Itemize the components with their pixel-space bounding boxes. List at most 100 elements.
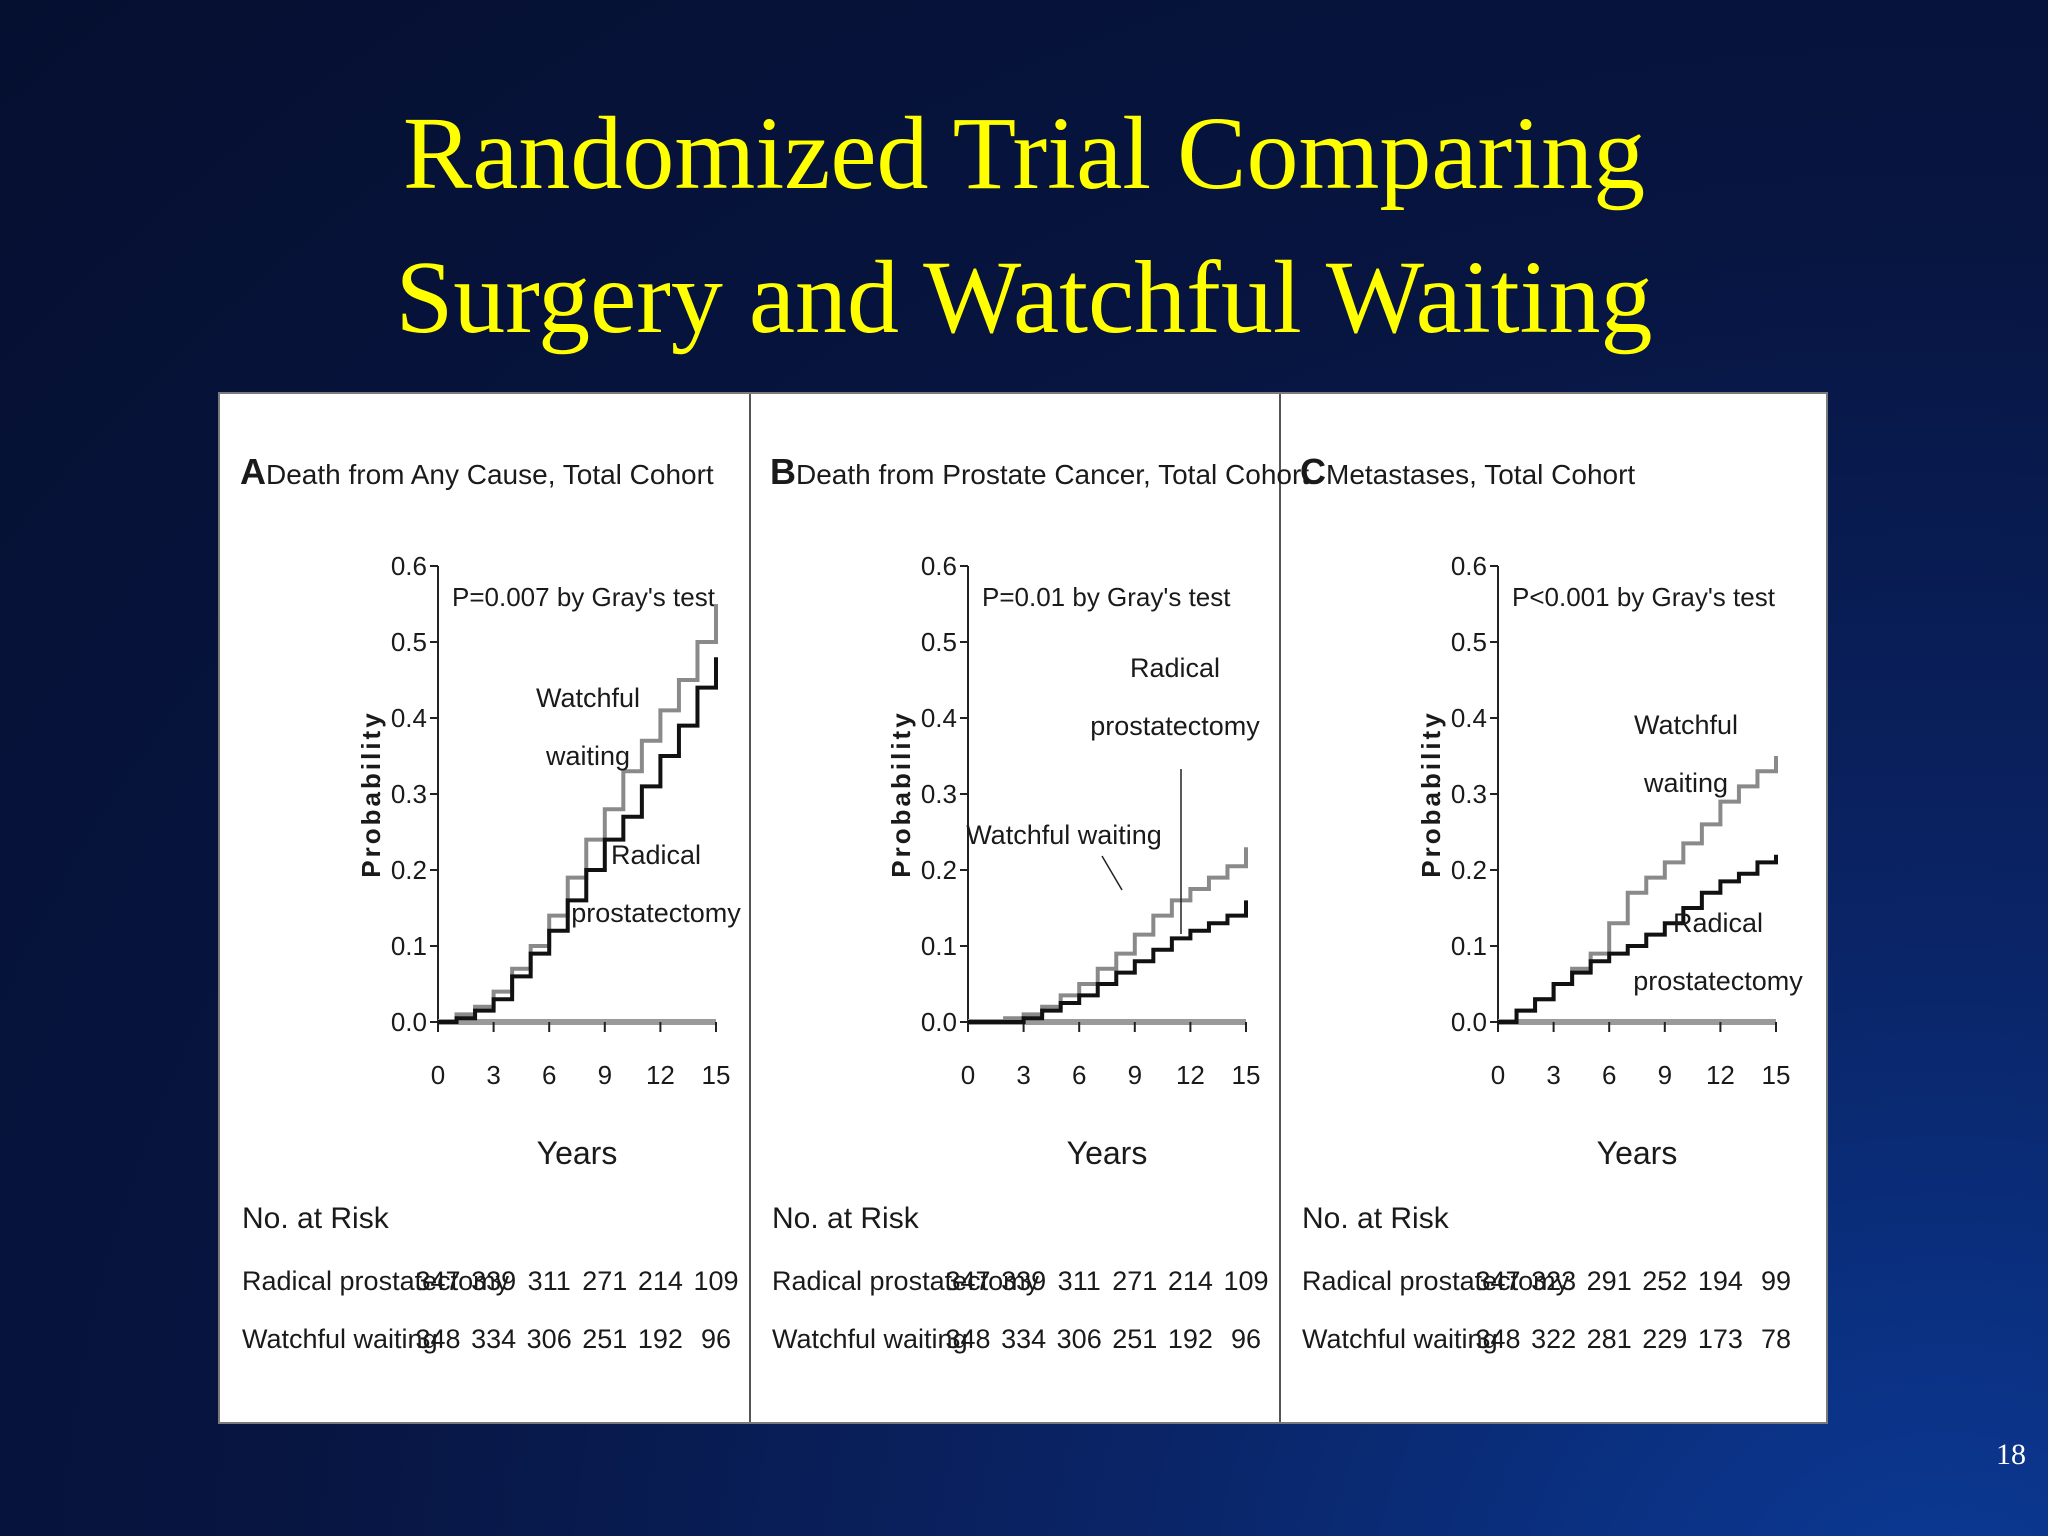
x-tick-label: 12 bbox=[646, 1060, 675, 1090]
p-value-annotation: P=0.01 by Gray's test bbox=[982, 582, 1231, 612]
series-line-radical-prostatectomy bbox=[968, 900, 1248, 1024]
risk-table-value: 109 bbox=[693, 1266, 738, 1296]
series-line-watchful-waiting bbox=[438, 604, 718, 1024]
series-label-watchful-waiting: Watchful bbox=[536, 683, 640, 713]
series-label-radical-prostatectomy: Radical bbox=[1130, 653, 1220, 683]
y-axis-label: Probability bbox=[356, 710, 386, 877]
risk-table-value: 251 bbox=[1112, 1324, 1157, 1354]
y-tick-label: 0.1 bbox=[391, 931, 427, 961]
risk-table-value: 192 bbox=[638, 1324, 683, 1354]
x-tick-label: 3 bbox=[486, 1060, 500, 1090]
risk-table-value: 271 bbox=[1112, 1266, 1157, 1296]
risk-table-header: No. at Risk bbox=[1302, 1202, 1450, 1235]
p-value-annotation: P=0.007 by Gray's test bbox=[452, 582, 716, 612]
panel-letter: C bbox=[1300, 451, 1326, 492]
panel-title: Death from Prostate Cancer, Total Cohort bbox=[796, 459, 1309, 490]
series-label-watchful-waiting: Watchful bbox=[1634, 710, 1738, 740]
x-tick-label: 0 bbox=[431, 1060, 445, 1090]
y-tick-label: 0.0 bbox=[391, 1007, 427, 1037]
risk-table-value: 339 bbox=[1001, 1266, 1046, 1296]
x-tick-label: 3 bbox=[1016, 1060, 1030, 1090]
risk-table-row-label: Watchful waiting bbox=[1302, 1324, 1498, 1354]
y-tick-label: 0.5 bbox=[921, 627, 957, 657]
x-tick-label: 15 bbox=[702, 1060, 731, 1090]
series-line-watchful-waiting bbox=[968, 847, 1248, 1024]
risk-table-value: 281 bbox=[1587, 1324, 1632, 1354]
risk-table-row-label: Radical prostatectomy bbox=[1302, 1266, 1570, 1296]
series-label-radical-prostatectomy: prostatectomy bbox=[1633, 966, 1803, 996]
x-tick-label: 12 bbox=[1176, 1060, 1205, 1090]
risk-table-value: 322 bbox=[1531, 1324, 1576, 1354]
risk-table-value: 348 bbox=[945, 1324, 990, 1354]
x-tick-label: 9 bbox=[598, 1060, 612, 1090]
x-tick-label: 15 bbox=[1762, 1060, 1791, 1090]
y-tick-label: 0.1 bbox=[921, 931, 957, 961]
x-tick-label: 0 bbox=[961, 1060, 975, 1090]
risk-table-value: 251 bbox=[582, 1324, 627, 1354]
y-tick-label: 0.6 bbox=[1451, 551, 1487, 581]
y-tick-label: 0.5 bbox=[1451, 627, 1487, 657]
y-tick-label: 0.4 bbox=[1451, 703, 1487, 733]
panel-letter: B bbox=[770, 451, 796, 492]
panel-letter: A bbox=[240, 451, 266, 492]
risk-table-value: 214 bbox=[1168, 1266, 1213, 1296]
risk-table-row-label: Radical prostatectomy bbox=[242, 1266, 510, 1296]
y-tick-label: 0.1 bbox=[1451, 931, 1487, 961]
x-tick-label: 6 bbox=[1602, 1060, 1616, 1090]
risk-table-value: 78 bbox=[1761, 1324, 1791, 1354]
figure-panel: A Death from Any Cause, Total Cohort 0.0 0.… bbox=[218, 392, 1828, 1424]
risk-table-value: 348 bbox=[415, 1324, 460, 1354]
series-line-radical-prostatectomy bbox=[438, 657, 718, 1024]
chart-panel-c: C Metastases, Total Cohort 0.0 0.1 0.2 0.3 0.4… bbox=[1300, 451, 1803, 1354]
x-tick-label: 6 bbox=[542, 1060, 556, 1090]
risk-table-value: 334 bbox=[471, 1324, 516, 1354]
risk-table-value: 192 bbox=[1168, 1324, 1213, 1354]
risk-table-value: 339 bbox=[471, 1266, 516, 1296]
figure-svg: A Death from Any Cause, Total Cohort 0.0 0.… bbox=[240, 394, 1803, 1422]
series-label-radical-prostatectomy: prostatectomy bbox=[1090, 711, 1260, 741]
series-label-watchful-waiting: waiting bbox=[545, 741, 630, 771]
y-tick-label: 0.3 bbox=[1451, 779, 1487, 809]
risk-table-row-label: Watchful waiting bbox=[242, 1324, 438, 1354]
y-tick-label: 0.2 bbox=[391, 855, 427, 885]
risk-table-value: 271 bbox=[582, 1266, 627, 1296]
risk-table-value: 252 bbox=[1642, 1266, 1687, 1296]
chart-panel-a: A Death from Any Cause, Total Cohort 0.0 0.… bbox=[240, 451, 741, 1354]
risk-table-value: 109 bbox=[1223, 1266, 1268, 1296]
x-tick-label: 9 bbox=[1128, 1060, 1142, 1090]
risk-table-row-label: Radical prostatectomy bbox=[772, 1266, 1040, 1296]
y-tick-label: 0.4 bbox=[921, 703, 957, 733]
y-tick-label: 0.6 bbox=[391, 551, 427, 581]
panel-title: Metastases, Total Cohort bbox=[1326, 459, 1635, 490]
y-tick-label: 0.0 bbox=[921, 1007, 957, 1037]
slide-title-line-2: Surgery and Watchful Waiting bbox=[395, 240, 1653, 355]
series-label-radical-prostatectomy: Radical bbox=[1673, 908, 1763, 938]
risk-table-value: 214 bbox=[638, 1266, 683, 1296]
risk-table-value: 311 bbox=[1058, 1266, 1101, 1296]
risk-table-value: 348 bbox=[1475, 1324, 1520, 1354]
risk-table-value: 291 bbox=[1587, 1266, 1632, 1296]
series-label-watchful-waiting: waiting bbox=[1643, 768, 1728, 798]
panel-title: Death from Any Cause, Total Cohort bbox=[266, 459, 714, 490]
x-tick-label: 3 bbox=[1546, 1060, 1560, 1090]
risk-table-value: 173 bbox=[1698, 1324, 1743, 1354]
page-number: 18 bbox=[1996, 1438, 2026, 1471]
risk-table-value: 306 bbox=[1057, 1324, 1102, 1354]
y-tick-label: 0.4 bbox=[391, 703, 427, 733]
series-line-radical-prostatectomy bbox=[1498, 854, 1778, 1024]
risk-table-header: No. at Risk bbox=[242, 1202, 390, 1235]
chart-panel-b: B Death from Prostate Cancer, Total Cohor… bbox=[770, 451, 1309, 1354]
risk-table-value: 347 bbox=[1475, 1266, 1520, 1296]
risk-table-value: 311 bbox=[528, 1266, 571, 1296]
slide-title: Randomized Trial Comparing Surgery and W… bbox=[0, 82, 2048, 370]
risk-table-value: 96 bbox=[701, 1324, 731, 1354]
risk-table-value: 194 bbox=[1698, 1266, 1743, 1296]
y-tick-label: 0.0 bbox=[1451, 1007, 1487, 1037]
x-tick-label: 9 bbox=[1658, 1060, 1672, 1090]
risk-table-value: 99 bbox=[1761, 1266, 1791, 1296]
y-tick-label: 0.3 bbox=[391, 779, 427, 809]
risk-table-header: No. at Risk bbox=[772, 1202, 920, 1235]
y-tick-label: 0.3 bbox=[921, 779, 957, 809]
y-tick-label: 0.2 bbox=[1451, 855, 1487, 885]
risk-table-value: 334 bbox=[1001, 1324, 1046, 1354]
